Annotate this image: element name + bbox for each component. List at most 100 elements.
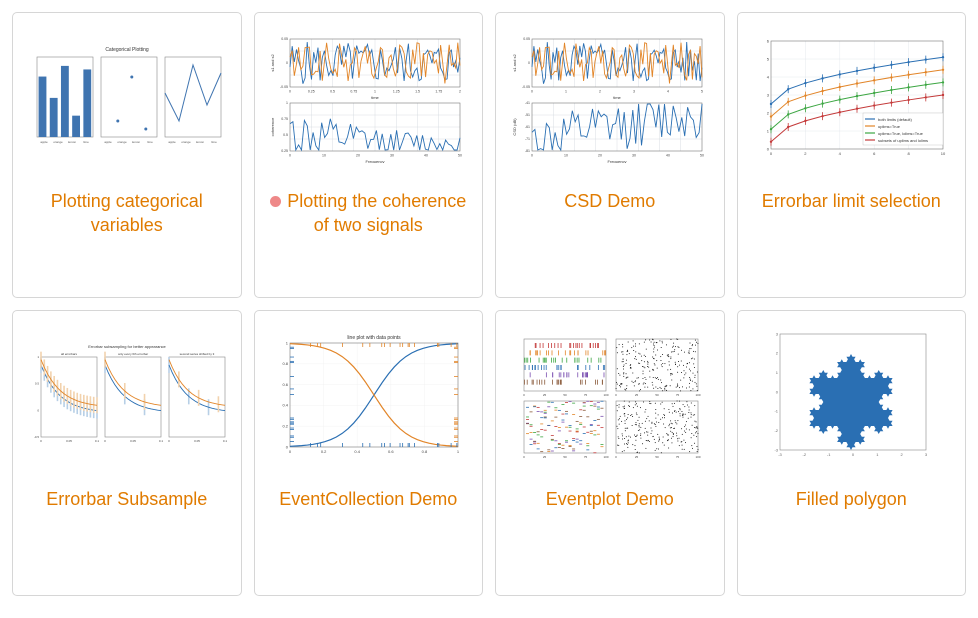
svg-text:100: 100 [603,455,608,459]
gallery-card-filled_polygon[interactable]: -3-2-10123-3-2-10123Filled polygon [737,310,967,596]
svg-text:apple: apple [40,140,48,144]
svg-text:6: 6 [767,38,770,43]
svg-text:1: 1 [457,449,460,454]
svg-text:lime: lime [211,140,217,144]
svg-text:-0.05: -0.05 [522,85,530,89]
svg-text:Frequency: Frequency [366,159,385,163]
svg-text:both limits (default): both limits (default) [878,117,912,122]
svg-text:0.4: 0.4 [283,403,289,408]
svg-text:coherence: coherence [270,117,275,136]
gallery-card-errorbar_subsample[interactable]: Errorbar subsampling for better appearan… [12,310,242,596]
svg-text:0.5: 0.5 [283,133,288,137]
svg-text:40: 40 [424,154,428,158]
svg-text:0.1: 0.1 [159,439,164,443]
svg-text:25: 25 [543,455,547,459]
svg-text:10: 10 [322,154,326,158]
svg-text:time: time [613,95,621,100]
svg-text:1.5: 1.5 [415,90,420,94]
svg-text:line plot with data points: line plot with data points [348,335,402,341]
svg-text:0.05: 0.05 [194,439,200,443]
svg-text:50: 50 [563,393,567,397]
svg-text:0: 0 [523,455,525,459]
card-title: Eventplot Demo [506,471,714,585]
svg-text:75: 75 [676,455,680,459]
svg-text:-81: -81 [525,149,530,153]
svg-text:2: 2 [901,452,904,457]
svg-text:0: 0 [104,439,106,443]
svg-text:2: 2 [776,351,779,356]
svg-text:-0.5: -0.5 [34,435,40,439]
gallery-card-eventplot[interactable]: 0255075100025507510002550751000255075100… [495,310,725,596]
svg-text:2: 2 [599,90,601,94]
svg-text:0.25: 0.25 [281,149,288,153]
svg-text:50: 50 [655,455,659,459]
svg-text:s1 and s2: s1 and s2 [512,54,517,72]
svg-text:0.2: 0.2 [283,424,289,429]
svg-text:1.25: 1.25 [393,90,400,94]
svg-text:100: 100 [695,455,700,459]
svg-text:CSD (dB): CSD (dB) [512,118,517,136]
svg-text:100: 100 [603,393,608,397]
card-title: Errorbar limit selection [748,173,956,287]
svg-text:1: 1 [876,452,879,457]
thumbnail-coherence: 00.250.50.7511.251.51.752-0.0500.05times… [265,23,473,173]
thumbnail-filled_polygon: -3-2-10123-3-2-10123 [748,321,956,471]
svg-text:25: 25 [543,393,547,397]
card-title: Plotting the coherence of two signals [265,173,473,287]
svg-text:0.05: 0.05 [523,37,530,41]
svg-text:4: 4 [767,74,770,79]
svg-text:subsets of uplims and lolims: subsets of uplims and lolims [878,138,928,143]
svg-text:lemon: lemon [68,140,77,144]
svg-text:50: 50 [458,154,462,158]
gallery-card-coherence[interactable]: 00.250.50.7511.251.51.752-0.0500.05times… [254,12,484,298]
card-title: Filled polygon [748,471,956,585]
gallery-card-categorical[interactable]: Categorical Plottingappleorangelemonlime… [12,12,242,298]
svg-text:2: 2 [459,90,461,94]
svg-text:30: 30 [390,154,394,158]
svg-text:0.8: 0.8 [283,361,289,366]
svg-text:-3: -3 [778,452,782,457]
svg-text:1: 1 [374,90,376,94]
svg-text:0.6: 0.6 [388,449,394,454]
svg-text:0.1: 0.1 [223,439,227,443]
svg-text:-71: -71 [525,137,530,141]
thumbnail-eventplot: 0255075100025507510002550751000255075100 [506,321,714,471]
svg-text:50: 50 [700,154,704,158]
svg-text:orange: orange [53,140,63,144]
svg-text:0: 0 [852,452,855,457]
svg-text:0.05: 0.05 [130,439,136,443]
svg-text:-1: -1 [827,452,831,457]
svg-text:1: 1 [286,340,289,345]
svg-text:orange: orange [117,140,127,144]
svg-text:1: 1 [776,370,779,375]
svg-text:40: 40 [666,154,670,158]
gallery-card-eventcollection[interactable]: line plot with data points00.20.40.60.81… [254,310,484,596]
svg-text:apple: apple [104,140,112,144]
svg-text:0: 0 [168,439,170,443]
gallery-card-errorbar_limits[interactable]: both limits (default)uplims=Trueuplims=T… [737,12,967,298]
thumbnail-categorical: Categorical Plottingappleorangelemonlime… [23,23,231,173]
svg-text:0: 0 [531,154,533,158]
svg-text:lime: lime [83,140,89,144]
svg-text:0: 0 [289,154,291,158]
svg-text:s1 and s2: s1 and s2 [270,54,275,72]
svg-text:1.75: 1.75 [436,90,443,94]
svg-text:0.2: 0.2 [321,449,327,454]
gallery-grid: Categorical Plottingappleorangelemonlime… [12,12,966,596]
svg-text:0: 0 [615,455,617,459]
svg-text:0: 0 [770,151,773,156]
svg-text:2: 2 [767,110,770,115]
gallery-card-csd[interactable]: 012345-0.0500.05times1 and s201020304050… [495,12,725,298]
svg-text:apple: apple [168,140,176,144]
highlight-dot-icon [270,196,281,207]
svg-text:0: 0 [523,393,525,397]
thumbnail-errorbar_limits: both limits (default)uplims=Trueuplims=T… [748,23,956,173]
svg-text:3: 3 [767,92,770,97]
svg-text:1: 1 [37,355,39,359]
svg-text:only every 6th errorbar: only every 6th errorbar [118,352,148,356]
svg-text:0.6: 0.6 [283,382,289,387]
svg-text:0: 0 [615,393,617,397]
svg-text:75: 75 [584,455,588,459]
svg-text:4: 4 [839,151,842,156]
svg-text:10: 10 [941,151,946,156]
